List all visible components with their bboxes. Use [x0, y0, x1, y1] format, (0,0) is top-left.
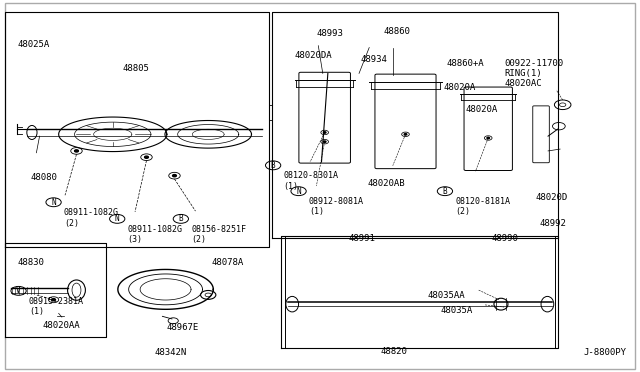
Text: 48080: 48080 [30, 173, 57, 182]
Text: V: V [16, 286, 21, 295]
Text: 48020A: 48020A [466, 105, 498, 114]
Text: 48967E: 48967E [167, 323, 199, 331]
Text: B: B [443, 187, 447, 196]
Text: B: B [179, 214, 183, 223]
Circle shape [52, 299, 56, 301]
Text: 08120-8181A
(2): 08120-8181A (2) [455, 197, 510, 217]
Text: 08120-8301A
(1): 08120-8301A (1) [284, 171, 339, 190]
Circle shape [145, 156, 148, 158]
Text: 48934: 48934 [361, 55, 388, 64]
Circle shape [75, 150, 78, 152]
Circle shape [173, 174, 177, 177]
Text: 08911-1082G
(3): 08911-1082G (3) [127, 225, 182, 244]
Text: 00922-11700
RING(1)
48020AC: 00922-11700 RING(1) 48020AC [504, 59, 563, 89]
Circle shape [323, 132, 326, 133]
Circle shape [487, 137, 490, 139]
Text: N: N [296, 187, 301, 196]
Text: 48342N: 48342N [154, 349, 186, 357]
Text: 48805: 48805 [122, 64, 149, 73]
Text: N: N [115, 214, 120, 223]
Text: 08156-8251F
(2): 08156-8251F (2) [191, 225, 246, 244]
Text: 08915-2381A
(1): 08915-2381A (1) [29, 297, 84, 316]
Circle shape [323, 141, 326, 142]
Text: 48020D: 48020D [536, 193, 568, 202]
Circle shape [404, 134, 407, 135]
Text: 48820: 48820 [380, 347, 407, 356]
Text: N: N [51, 198, 56, 207]
Text: B: B [271, 161, 275, 170]
Text: 48020DA: 48020DA [294, 51, 332, 60]
Text: 48020AA: 48020AA [43, 321, 81, 330]
Text: 48020A: 48020A [444, 83, 476, 92]
Text: 48993: 48993 [316, 29, 343, 38]
Text: 48860+A: 48860+A [447, 59, 484, 68]
Text: 48860: 48860 [383, 27, 410, 36]
Text: 48078A: 48078A [211, 258, 244, 267]
Text: 48992: 48992 [539, 219, 566, 228]
Text: J-8800PY: J-8800PY [584, 349, 627, 357]
Text: 48025A: 48025A [17, 40, 49, 49]
Text: 48991: 48991 [348, 234, 375, 243]
Text: 48990: 48990 [492, 234, 518, 243]
Text: 08911-1082G
(2): 08911-1082G (2) [64, 208, 119, 228]
Text: 08912-8081A
(1): 08912-8081A (1) [308, 197, 364, 217]
Text: 48035A: 48035A [440, 306, 473, 315]
Text: 48035AA: 48035AA [428, 291, 465, 300]
Text: 48830: 48830 [17, 258, 44, 267]
Text: 48020AB: 48020AB [367, 179, 405, 187]
